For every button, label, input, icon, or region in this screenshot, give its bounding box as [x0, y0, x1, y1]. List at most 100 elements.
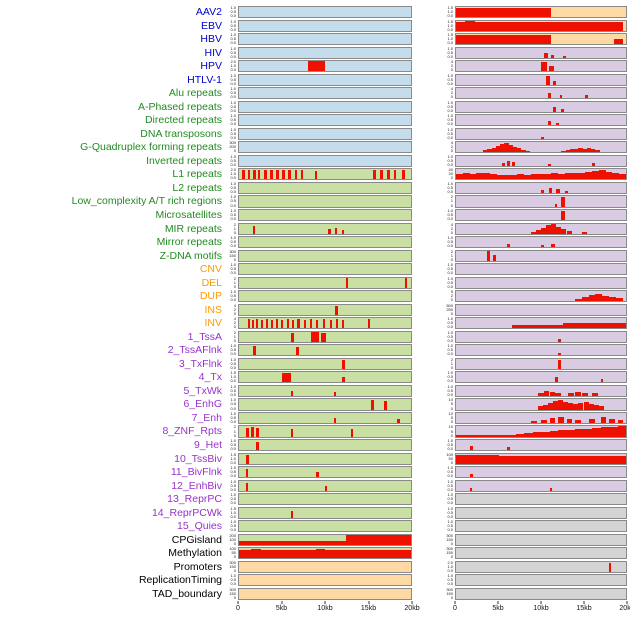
y-axis-tick-label: 1.0 — [447, 36, 453, 42]
right-track-panel — [455, 560, 627, 573]
histogram-bar — [297, 319, 300, 329]
histogram-bar — [524, 433, 533, 437]
y-axis-tick-label: 0.5 — [447, 496, 453, 502]
y-axis-tick-label: 500 — [446, 302, 453, 308]
column-gap — [412, 236, 439, 248]
histogram-bar — [541, 244, 545, 248]
histogram-bar — [592, 427, 601, 437]
y-axis-tick-label: 0.0 — [230, 446, 236, 452]
left-track-panel — [238, 6, 412, 19]
right-track-panel — [455, 479, 627, 492]
y-axis-tick-label: 0.5 — [447, 279, 453, 285]
y-axis-ticks: 1.0 0.5 0.0 — [439, 439, 455, 451]
y-axis-tick-label: 0.0 — [230, 513, 236, 519]
left-track-panel — [238, 425, 412, 438]
histogram-bar — [558, 416, 564, 424]
x-axis-tick-label: 0 — [236, 605, 240, 613]
left-track-panel — [238, 127, 412, 140]
x-axis-tick-mark — [281, 601, 282, 605]
histogram-bar — [561, 228, 567, 234]
histogram-bar — [300, 169, 304, 180]
y-axis-tick-label: 0.5 — [230, 49, 236, 55]
y-axis-tick-label: 0 — [233, 229, 236, 235]
y-axis-tick-label: 0.0 — [447, 581, 453, 587]
row-label: HTLV-1 — [187, 73, 222, 86]
row-label: Microsatellites — [155, 208, 222, 221]
histogram-bar — [617, 426, 626, 437]
histogram-bar — [492, 255, 496, 261]
y-axis-tick-label: 1.0 — [447, 383, 453, 389]
y-axis-tick-label: 0 — [450, 540, 453, 546]
row-label: L2 repeats — [172, 181, 222, 194]
y-axis-tick-label: 1.0 — [447, 492, 453, 498]
track-row: Mirror repeats 1.0 0.5 0.0 1.0 0.5 0.0 — [0, 236, 630, 249]
y-axis-tick-label: 300 — [446, 532, 453, 538]
right-track-panel — [455, 46, 627, 59]
track-row: 13_ReprPC 1.0 0.5 0.0 1.0 0.5 0.0 — [0, 492, 630, 506]
y-axis-tick-label: 0.5 — [230, 577, 236, 583]
histogram-bar — [556, 122, 559, 126]
column-gap — [412, 507, 439, 519]
y-axis-tick-label: 0.0 — [447, 216, 453, 222]
histogram-bar — [555, 392, 562, 396]
y-axis-tick-label: 0.0 — [230, 53, 236, 59]
y-axis-ticks: 1.0 0.5 0.0 — [439, 73, 455, 86]
y-axis-tick-label: 0.5 — [230, 103, 236, 109]
y-axis-ticks: 1.0 0.5 0.0 — [222, 357, 238, 370]
column-gap — [412, 453, 439, 465]
y-axis-tick-label: 0.5 — [230, 212, 236, 218]
histogram-bar — [456, 174, 463, 180]
column-gap — [412, 6, 439, 18]
y-axis-tick-label: 10 — [448, 410, 453, 416]
y-axis-tick-label: 0.0 — [230, 107, 236, 113]
column-gap — [412, 344, 439, 356]
y-axis-ticks: 1.0 0.5 0.0 — [439, 317, 455, 329]
histogram-bar — [507, 447, 511, 451]
y-axis-ticks: 1.0 0.5 0.0 — [222, 520, 238, 532]
left-track-panel — [238, 357, 412, 370]
y-axis-tick-label: 1.0 — [447, 262, 453, 268]
y-axis-tick-label: 0.0 — [230, 297, 236, 303]
track-row: INV 4 2 0 1.0 0.5 0.0 — [0, 316, 630, 330]
right-track-panel — [455, 195, 627, 208]
y-axis-tick-label: 1.0 — [447, 329, 453, 335]
y-axis-tick-label: 150 — [446, 550, 453, 556]
y-axis-tick-label: 1.0 — [230, 113, 236, 119]
histogram-bar — [566, 418, 573, 424]
histogram-bar — [564, 173, 572, 180]
row-label: 7_Enh — [191, 411, 222, 424]
histogram-bar — [573, 404, 579, 410]
column-gap — [412, 277, 439, 289]
histogram-bar — [558, 352, 561, 356]
y-axis-tick-label: 0.5 — [230, 442, 236, 448]
y-axis-tick-label: 4 — [233, 316, 236, 322]
y-axis-ticks: 1.0 0.5 0.0 — [439, 479, 455, 492]
y-axis-tick-label: 1.0 — [230, 374, 236, 380]
y-axis-tick-label: 10 — [448, 424, 453, 430]
histogram-bar — [583, 402, 589, 410]
y-axis-tick-label: 0.5 — [230, 401, 236, 407]
y-axis-ticks: 100 50 0 — [222, 547, 238, 559]
y-axis-tick-label: 0.5 — [230, 293, 236, 299]
y-axis-tick-label: 0.0 — [447, 513, 453, 519]
histogram-bar — [320, 333, 326, 342]
row-label: ReplicationTiming — [138, 574, 222, 587]
right-track-panel — [455, 33, 627, 46]
left-track-panel — [238, 208, 412, 222]
y-axis-tick-label: 0.5 — [230, 184, 236, 190]
right-track-panel — [455, 411, 627, 425]
y-axis-tick-label: 0.0 — [230, 134, 236, 140]
y-axis-ticks: 1.0 0.5 0.0 — [222, 181, 238, 194]
histogram-bar — [609, 297, 616, 302]
x-axis-tick-mark — [583, 601, 585, 605]
track-row: Directed repeats 1.0 0.5 0.0 1.0 0.5 0.0 — [0, 113, 630, 127]
histogram-bar — [269, 170, 273, 180]
y-axis-tick-label: 1.0 — [230, 63, 236, 69]
y-axis-tick-label: 150 — [229, 563, 236, 569]
y-axis-tick-label: 0.0 — [230, 364, 236, 370]
track-row: 9_Het 1.0 0.5 0.0 1.0 0.5 0.0 — [0, 439, 630, 452]
row-label: INV — [204, 317, 222, 330]
